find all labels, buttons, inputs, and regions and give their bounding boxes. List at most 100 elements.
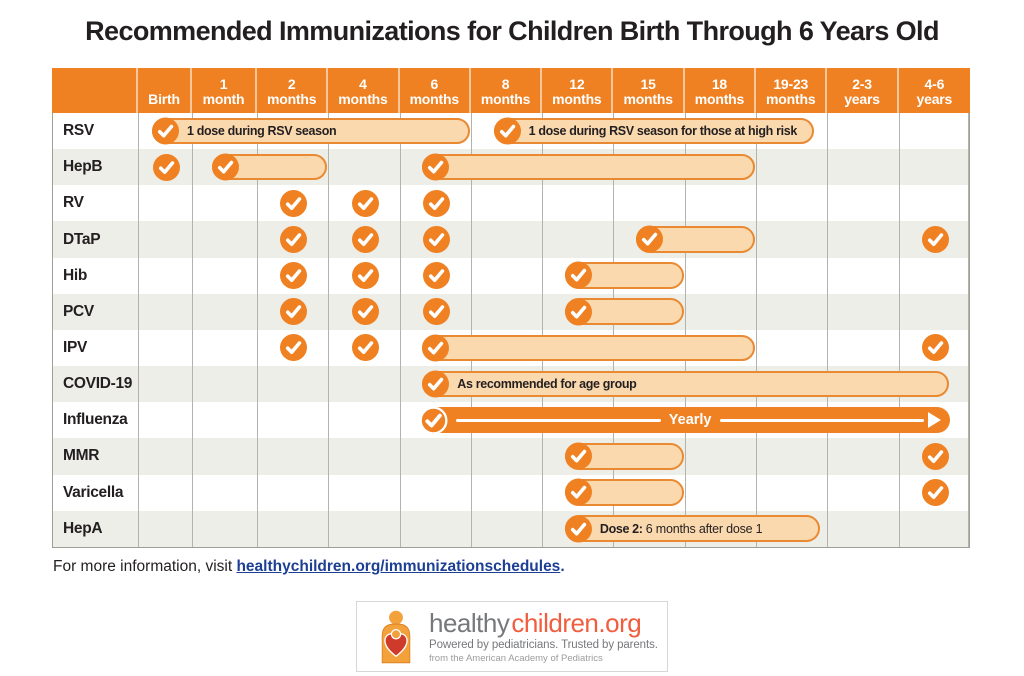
row-label: DTaP <box>53 221 139 258</box>
dose-check <box>921 442 949 470</box>
grid-cell <box>401 438 472 475</box>
dose-check <box>422 262 450 290</box>
grid-cell <box>193 366 258 403</box>
schedule-pill <box>564 442 684 470</box>
grid-cell <box>401 510 472 547</box>
column-header-text: 8 <box>501 75 510 92</box>
column-header-text: month <box>202 90 245 107</box>
yearly-label: Yearly <box>668 412 712 429</box>
check-icon <box>152 153 180 181</box>
arrow-line <box>456 418 661 422</box>
schedule-pill: 1 dose during RSV season for those at hi… <box>493 117 815 145</box>
footer-note: For more information, visit healthychild… <box>53 558 565 576</box>
grid-cell <box>686 329 758 367</box>
grid-cell <box>329 221 401 258</box>
grid-cell <box>900 293 969 330</box>
grid-cell <box>828 438 900 475</box>
check-icon <box>422 262 450 290</box>
column-header-text: months <box>552 90 602 107</box>
dose-check <box>280 225 308 253</box>
grid-cell <box>193 221 258 258</box>
grid-cell <box>614 438 686 475</box>
row-label: HepA <box>53 510 139 547</box>
grid-cell <box>258 293 330 330</box>
grid-cell <box>258 185 330 222</box>
grid-cell <box>329 402 401 439</box>
column-header-text: 2 <box>287 75 296 92</box>
grid-cell <box>686 221 758 258</box>
grid-cell <box>139 510 193 547</box>
check-icon <box>280 225 308 253</box>
dose-check <box>351 225 379 253</box>
grid-cell <box>139 293 193 330</box>
check-icon <box>921 334 949 362</box>
arrow-head-icon <box>927 412 941 429</box>
logo-subline: from the American Academy of Pediatrics <box>429 652 603 664</box>
grid-cell <box>139 402 193 439</box>
dose-check <box>280 298 308 326</box>
grid-cell <box>614 474 686 511</box>
check-icon <box>419 406 448 435</box>
column-header-text: 4-6 <box>924 75 945 92</box>
grid-cell <box>258 474 330 511</box>
table-row: DTaP <box>53 221 969 258</box>
grid-cell <box>686 185 758 222</box>
check-icon <box>280 298 308 326</box>
column-header-text: 19-23 <box>773 75 809 92</box>
grid-cell <box>686 474 758 511</box>
column-header: 4-6 years <box>899 68 970 113</box>
column-header: Birth <box>138 68 192 113</box>
grid-cell <box>258 221 330 258</box>
logo-text: healthychildren.org Powered by pediatric… <box>429 610 658 664</box>
grid-cell <box>828 149 900 186</box>
dose-check <box>921 225 949 253</box>
column-header-text: Birth <box>148 90 180 107</box>
row-label: RSV <box>53 113 139 150</box>
dose-check <box>280 262 308 290</box>
check-icon <box>921 479 949 507</box>
column-header: 1 month <box>192 68 257 113</box>
grid-cell <box>686 257 758 294</box>
column-header: 19-23 months <box>756 68 828 113</box>
check-icon <box>422 334 450 362</box>
dose-check <box>422 189 450 217</box>
grid-cell <box>900 149 969 186</box>
grid-cell <box>614 185 686 222</box>
grid-cell <box>139 329 193 367</box>
column-header-text: months <box>694 90 745 107</box>
logo-word-org: .org <box>598 607 642 638</box>
grid-cell <box>193 402 258 439</box>
schedule-pill <box>636 225 755 253</box>
check-icon <box>152 117 179 145</box>
check-icon <box>280 334 308 362</box>
grid-cell <box>472 510 544 547</box>
table-row: Influenza Yearly <box>53 402 969 439</box>
grid-cell <box>193 438 258 475</box>
grid-cell <box>139 474 193 511</box>
grid-cell <box>757 510 829 547</box>
column-header-text: 2-3 <box>852 75 872 92</box>
row-label: MMR <box>53 438 139 475</box>
grid-cell <box>139 257 193 294</box>
check-icon <box>351 225 379 253</box>
grid-cell <box>193 185 258 222</box>
immunization-table: Birth 1 month 2 months 4 months 6 months 8 months 1… <box>52 68 970 548</box>
row-label: IPV <box>53 329 139 367</box>
check-icon <box>921 225 949 253</box>
grid-cell <box>900 510 969 547</box>
grid-cell <box>900 257 969 294</box>
footer-link[interactable]: healthychildren.org/immunizationschedule… <box>236 558 561 575</box>
column-header-empty <box>52 68 138 113</box>
column-header-text: 1 <box>219 75 228 92</box>
grid-cell <box>900 221 969 258</box>
parent-child-logo-icon <box>381 610 411 663</box>
grid-cell <box>329 149 401 186</box>
check-icon <box>564 515 592 543</box>
grid-cell <box>329 185 401 222</box>
grid-cell <box>472 293 544 330</box>
grid-cell <box>757 438 829 475</box>
column-header-text: 6 <box>430 75 439 92</box>
column-header-text: 4 <box>359 75 367 92</box>
grid-cell <box>193 257 258 294</box>
dose-check <box>921 479 949 507</box>
